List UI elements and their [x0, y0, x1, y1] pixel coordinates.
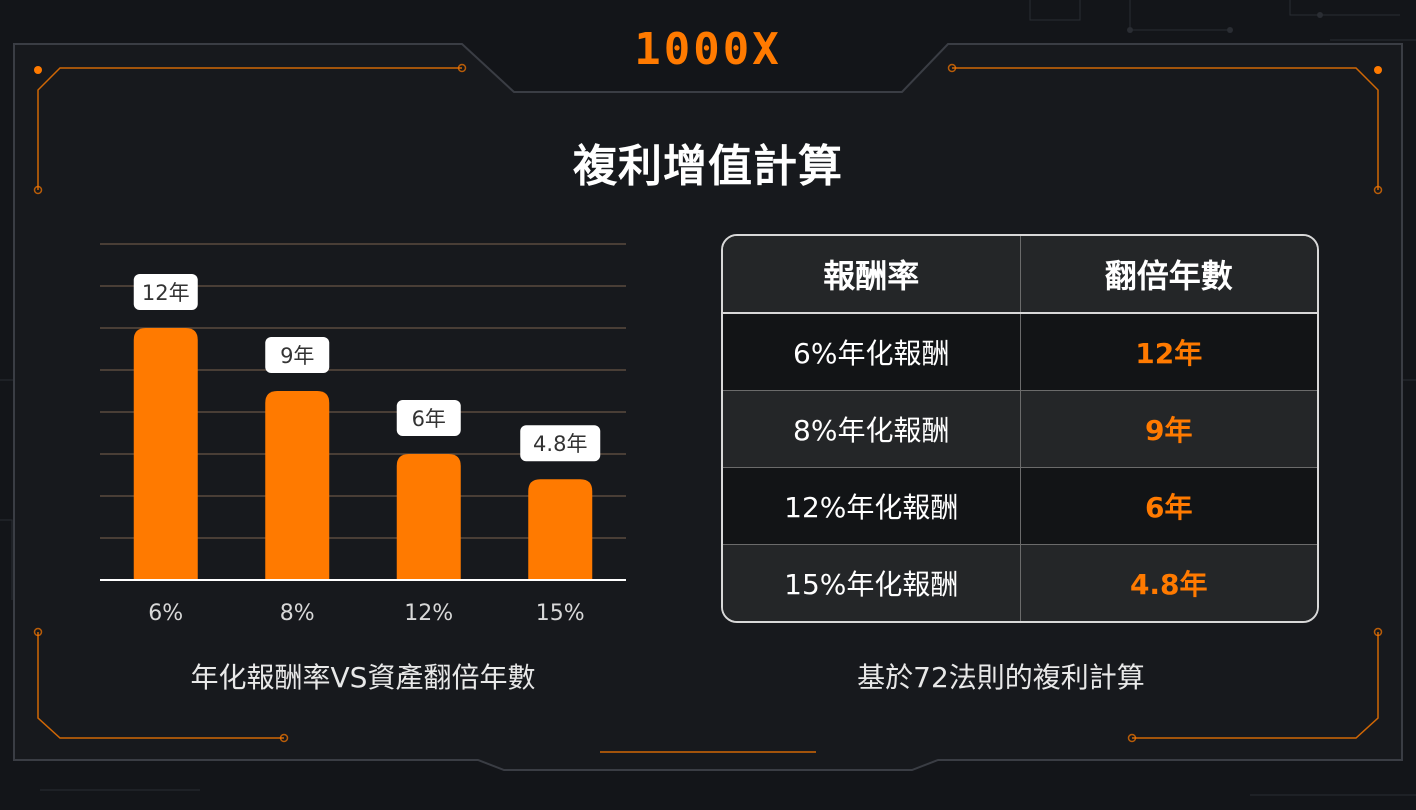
years-cell: 6年: [1020, 467, 1317, 546]
data-label: 9年: [280, 344, 314, 368]
header-rate: 報酬率: [723, 236, 1021, 314]
years-cell: 12年: [1020, 313, 1317, 392]
table-header-row: 報酬率 翻倍年數: [723, 236, 1317, 314]
rate-cell: 6%年化報酬: [723, 313, 1021, 392]
chart-caption: 年化報酬率VS資產翻倍年數: [190, 661, 536, 694]
data-label: 12年: [142, 281, 190, 305]
data-label-box: [396, 400, 461, 436]
table-caption: 基於72法則的複利計算: [857, 661, 1145, 694]
page-title: 複利增值計算: [573, 141, 843, 192]
data-label-box: [133, 274, 198, 310]
rate-cell: 15%年化報酬: [723, 544, 1021, 621]
data-label: 6年: [412, 407, 446, 431]
bar: [265, 391, 330, 580]
data-label-box: [265, 337, 330, 373]
bar: [528, 479, 593, 580]
x-tick-label: 15%: [536, 601, 585, 626]
table-row: 6%年化報酬 12年: [723, 313, 1317, 392]
bar-chart: 12年 6% 9年 8% 6年 12% 4.8年 15%: [100, 243, 626, 626]
table-row: 15%年化報酬 4.8年: [723, 544, 1317, 621]
x-tick-label: 6%: [148, 601, 183, 626]
data-label: 4.8年: [533, 432, 587, 456]
years-cell: 4.8年: [1020, 544, 1317, 621]
rate-cell: 12%年化報酬: [723, 467, 1021, 546]
header-doubling-years: 翻倍年數: [1020, 236, 1317, 314]
table-row: 12%年化報酬 6年: [723, 467, 1317, 546]
table-row: 8%年化報酬 9年: [723, 390, 1317, 469]
brand-logo: 1000X: [634, 24, 782, 75]
rate-table-container: 報酬率 翻倍年數 6%年化報酬 12年 8%年化報酬 9年 12%年化報酬 6年…: [721, 234, 1319, 623]
x-tick-label: 12%: [404, 601, 453, 626]
bar: [396, 454, 461, 580]
bar: [133, 328, 198, 580]
rate-table: 報酬率 翻倍年數 6%年化報酬 12年 8%年化報酬 9年 12%年化報酬 6年…: [723, 236, 1317, 621]
years-cell: 9年: [1020, 390, 1317, 469]
rate-cell: 8%年化報酬: [723, 390, 1021, 469]
data-label-box: [520, 425, 601, 462]
x-tick-label: 8%: [280, 601, 315, 626]
